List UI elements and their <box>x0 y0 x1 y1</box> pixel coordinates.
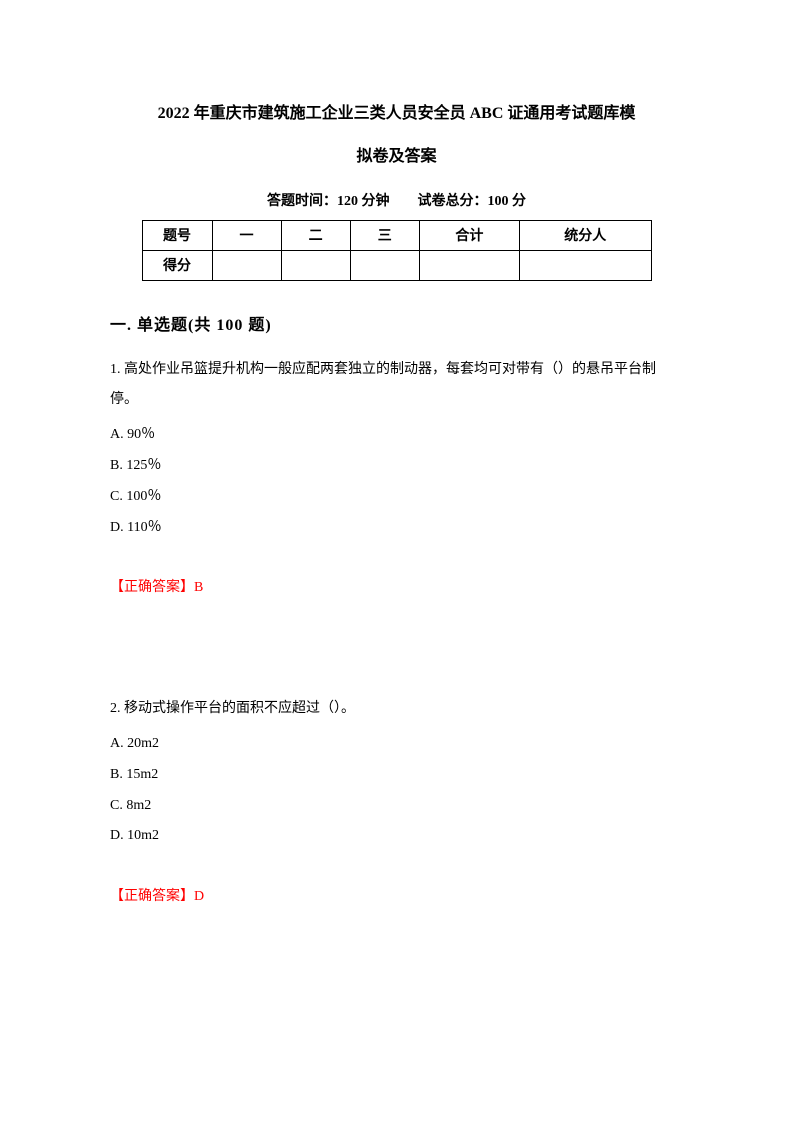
table-cell <box>212 250 281 280</box>
question-option: C. 100％ <box>110 482 683 513</box>
question-option: C. 8m2 <box>110 791 683 822</box>
table-header-cell: 合计 <box>419 220 519 250</box>
question-option: A. 20m2 <box>110 729 683 760</box>
question-block-1: 1. 高处作业吊篮提升机构一般应配两套独立的制动器，每套均可对带有（）的悬吊平台… <box>110 355 683 605</box>
table-header-cell: 二 <box>281 220 350 250</box>
question-stem: 1. 高处作业吊篮提升机构一般应配两套独立的制动器，每套均可对带有（）的悬吊平台… <box>110 355 683 417</box>
table-cell <box>520 250 652 280</box>
table-cell: 得分 <box>142 250 212 280</box>
question-stem: 2. 移动式操作平台的面积不应超过（）。 <box>110 694 683 725</box>
table-row: 题号 一 二 三 合计 统分人 <box>142 220 651 250</box>
table-header-cell: 一 <box>212 220 281 250</box>
table-header-cell: 三 <box>350 220 419 250</box>
table-cell <box>350 250 419 280</box>
question-option: B. 15m2 <box>110 760 683 791</box>
title-line2: 拟卷及答案 <box>110 143 683 172</box>
title-line1: 2022 年重庆市建筑施工企业三类人员安全员 ABC 证通用考试题库模 <box>110 100 683 129</box>
table-cell <box>281 250 350 280</box>
question-option: B. 125％ <box>110 451 683 482</box>
section-header: 一. 单选题(共 100 题) <box>110 311 683 335</box>
table-row: 得分 <box>142 250 651 280</box>
question-answer: 【正确答案】B <box>110 573 683 604</box>
question-option: A. 90％ <box>110 420 683 451</box>
table-header-cell: 题号 <box>142 220 212 250</box>
table-cell <box>419 250 519 280</box>
question-answer: 【正确答案】D <box>110 882 683 913</box>
question-option: D. 10m2 <box>110 821 683 852</box>
question-option: D. 110％ <box>110 513 683 544</box>
exam-info: 答题时间：120 分钟 试卷总分：100 分 <box>110 190 683 210</box>
score-table: 题号 一 二 三 合计 统分人 得分 <box>142 220 652 281</box>
question-block-2: 2. 移动式操作平台的面积不应超过（）。 A. 20m2 B. 15m2 C. … <box>110 694 683 913</box>
table-header-cell: 统分人 <box>520 220 652 250</box>
